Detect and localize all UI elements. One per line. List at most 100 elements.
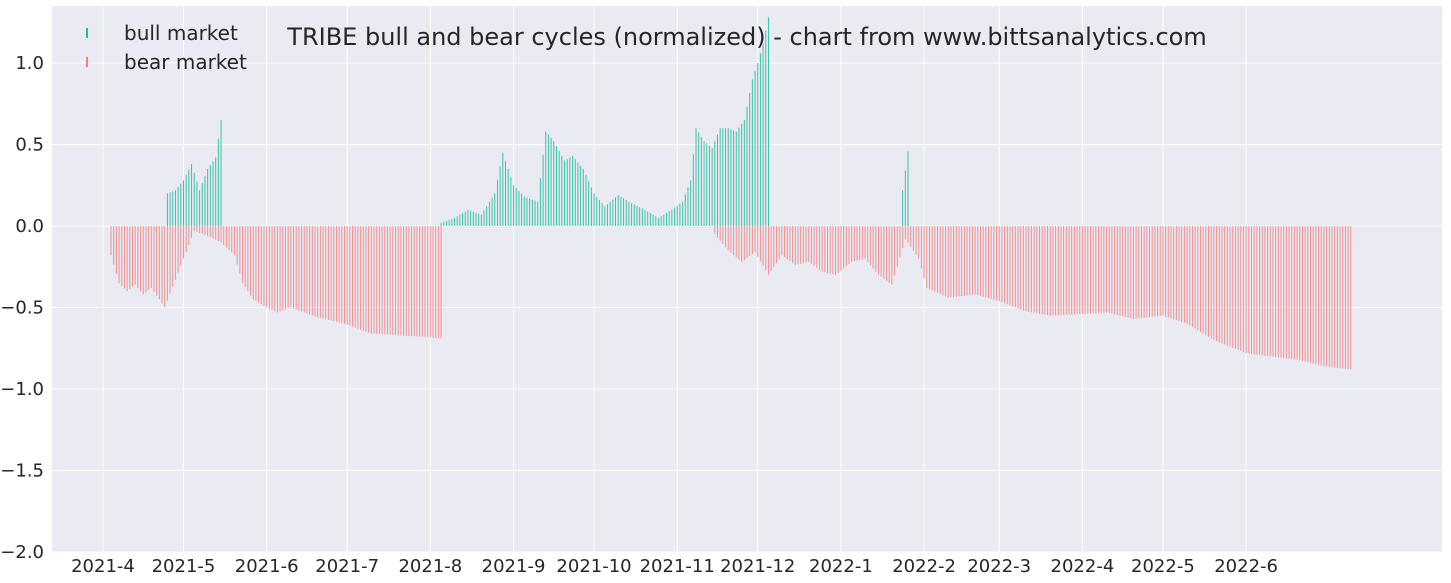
bear-market-bar (309, 226, 311, 315)
bull-market-bar (598, 199, 600, 227)
bear-market-bar (985, 226, 987, 298)
bear-market-bar (1328, 226, 1330, 367)
bull-market-bar (759, 53, 761, 227)
bear-market-bar (174, 226, 176, 280)
bear-market-bar (727, 226, 729, 251)
bear-market-bar (1057, 226, 1059, 316)
bear-market-bar (217, 226, 219, 242)
bear-market-bar (1191, 226, 1193, 328)
bear-market-bar (1288, 226, 1290, 359)
bear-market-bar (945, 226, 947, 297)
bear-market-bar (1159, 226, 1161, 316)
bear-market-bar (220, 226, 222, 243)
bear-market-bar (349, 226, 351, 326)
bull-market-bar (494, 193, 496, 227)
bull-market-bar (561, 155, 563, 227)
bear-market-bar (888, 226, 890, 283)
x-tick-label: 2021-4 (71, 556, 135, 577)
bull-market-bar (534, 200, 536, 227)
bear-market-bar (1033, 226, 1035, 313)
bull-market-bar (711, 147, 713, 227)
bear-market-bar (204, 226, 206, 235)
bear-market-bar (767, 226, 769, 275)
bear-market-bar (1132, 226, 1134, 319)
bear-market-bar (1315, 226, 1317, 365)
bear-market-bar (816, 226, 818, 268)
bear-market-bar (1342, 226, 1344, 369)
bear-market-bar (743, 226, 745, 260)
legend-marker (86, 57, 88, 67)
bear-market-bar (260, 226, 262, 305)
bear-market-bar (993, 226, 995, 300)
bear-market-bar (376, 226, 378, 334)
bull-market-bar (564, 160, 566, 227)
bear-market-bar (1165, 226, 1167, 317)
y-tick-label: −1.0 (0, 379, 44, 400)
bear-market-bar (730, 226, 732, 253)
bear-market-bar (199, 226, 201, 233)
bear-market-bar (354, 226, 356, 328)
bear-market-bar (153, 226, 155, 292)
bear-market-bar (1076, 226, 1078, 315)
bear-market-bar (169, 226, 171, 294)
bull-market-bar (660, 216, 662, 227)
bear-market-bar (212, 226, 214, 239)
x-tick-label: 2022-5 (1131, 556, 1195, 577)
y-tick-label: −0.5 (0, 298, 44, 319)
bear-market-bar (180, 226, 182, 266)
bear-market-bar (301, 226, 303, 312)
bear-market-bar (215, 226, 217, 240)
bear-market-bar (1210, 226, 1212, 339)
bear-market-bar (899, 226, 901, 258)
bear-market-bar (1264, 226, 1266, 356)
bull-market-bar (209, 165, 211, 227)
bull-market-bar (537, 201, 539, 227)
bear-market-bar (786, 226, 788, 260)
bear-market-bar (384, 226, 386, 335)
legend: bull market bear market (86, 21, 247, 74)
bear-market-bar (250, 226, 252, 296)
bear-market-bar (722, 226, 724, 244)
bear-market-bar (427, 226, 429, 338)
chart-title: TRIBE bull and bear cycles (normalized) … (286, 23, 1206, 51)
bear-market-bar (182, 226, 184, 259)
bear-market-bar (368, 226, 370, 333)
bear-market-bar (1063, 226, 1065, 315)
bull-market-bar (580, 165, 582, 227)
bear-market-bar (1194, 226, 1196, 329)
bear-market-bar (1285, 226, 1287, 359)
bear-market-bar (910, 226, 912, 247)
bear-market-bar (912, 226, 914, 251)
bull-market-bar (491, 197, 493, 227)
bull-market-bar (663, 214, 665, 227)
bear-market-bar (263, 226, 265, 306)
bear-market-bar (1071, 226, 1073, 315)
bull-market-bar (182, 180, 184, 227)
bear-market-bar (145, 226, 147, 293)
bear-market-bar (1167, 226, 1169, 318)
bear-market-bar (1296, 226, 1298, 360)
bear-market-bar (1347, 226, 1349, 370)
bear-market-bar (1157, 226, 1159, 317)
bull-market-bar (539, 178, 541, 227)
bull-market-bar (706, 143, 708, 227)
bull-market-bar (462, 212, 464, 227)
bear-market-bar (1181, 226, 1183, 323)
bear-market-bar (891, 226, 893, 285)
y-tick-label: 1.0 (15, 53, 44, 74)
bear-market-bar (416, 226, 418, 337)
bull-market-bar (502, 152, 504, 227)
bear-market-bar (1020, 226, 1022, 310)
bear-market-bar (392, 226, 394, 335)
bear-market-bar (1012, 226, 1014, 307)
bear-market-bar (845, 226, 847, 267)
bear-market-bar (1199, 226, 1201, 332)
bear-market-bar (904, 226, 906, 240)
bear-market-bar (735, 226, 737, 258)
bear-market-bar (757, 226, 759, 257)
bull-market-bar (757, 63, 759, 227)
bull-market-bar (443, 221, 445, 227)
bear-market-bar (931, 226, 933, 291)
bear-market-bar (770, 226, 772, 272)
